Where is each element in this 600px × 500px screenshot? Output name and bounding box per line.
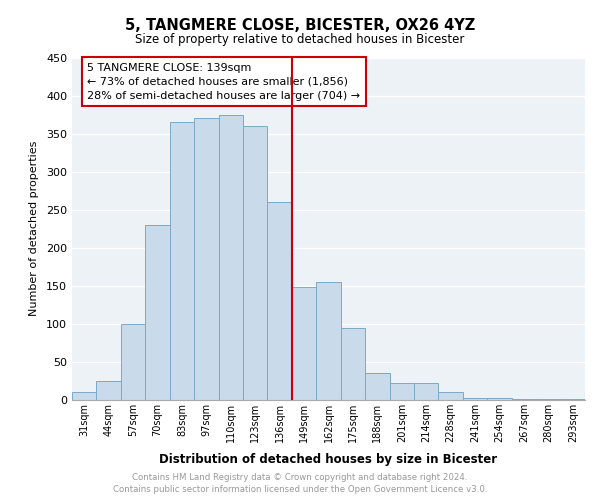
Bar (121, 324, 145, 400)
X-axis label: Distribution of detached houses by size in Bicester: Distribution of detached houses by size … (160, 454, 497, 466)
Text: Size of property relative to detached houses in Bicester: Size of property relative to detached ho… (136, 32, 464, 46)
Text: 5 TANGMERE CLOSE: 139sqm
← 73% of detached houses are smaller (1,856)
28% of sem: 5 TANGMERE CLOSE: 139sqm ← 73% of detach… (88, 62, 361, 100)
Bar (389, 384, 414, 400)
Bar (292, 288, 316, 400)
Bar (243, 126, 268, 400)
Bar (268, 202, 292, 400)
Bar (218, 114, 243, 400)
Bar (316, 282, 341, 400)
Bar (439, 392, 463, 400)
Bar (341, 328, 365, 400)
Bar (512, 399, 536, 400)
Bar (194, 118, 218, 400)
Bar (145, 225, 170, 400)
Text: Contains public sector information licensed under the Open Government Licence v3: Contains public sector information licen… (113, 485, 487, 494)
Text: Contains HM Land Registry data © Crown copyright and database right 2024.: Contains HM Land Registry data © Crown c… (132, 472, 468, 482)
Bar (560, 399, 585, 400)
Bar (97, 381, 121, 400)
Text: 5, TANGMERE CLOSE, BICESTER, OX26 4YZ: 5, TANGMERE CLOSE, BICESTER, OX26 4YZ (125, 18, 475, 32)
Bar (365, 374, 389, 400)
Bar (170, 122, 194, 400)
Bar (72, 392, 97, 400)
Bar (487, 398, 512, 400)
Y-axis label: Number of detached properties: Number of detached properties (29, 141, 39, 316)
Bar (536, 399, 560, 400)
Bar (463, 398, 487, 400)
Bar (414, 384, 439, 400)
